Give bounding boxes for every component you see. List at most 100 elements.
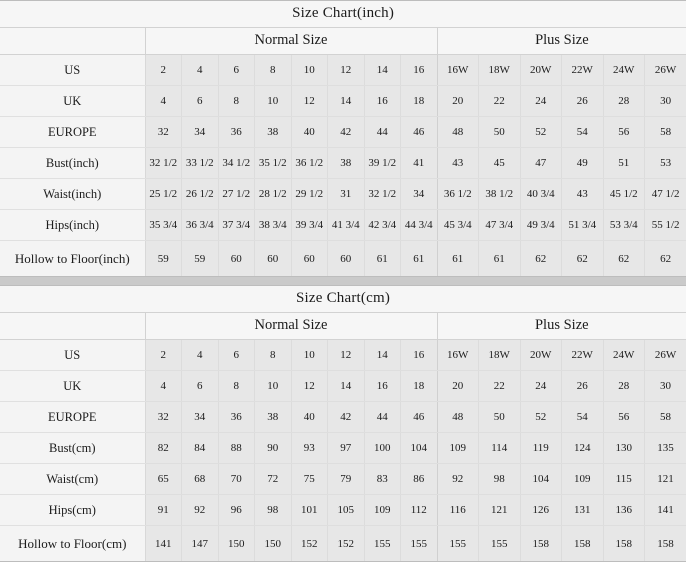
data-cell: 12: [291, 86, 328, 117]
data-cell: 44: [364, 117, 401, 148]
data-cell: 158: [603, 526, 645, 562]
data-cell: 45: [479, 148, 521, 179]
data-cell: 82: [145, 433, 182, 464]
data-cell: 136: [603, 495, 645, 526]
row-label: US: [0, 55, 145, 86]
data-cell: 26W: [645, 340, 686, 371]
data-cell: 20: [437, 371, 479, 402]
data-cell: 72: [255, 464, 292, 495]
data-cell: 58: [645, 117, 686, 148]
data-cell: 4: [182, 55, 219, 86]
data-cell: 61: [437, 241, 479, 277]
data-cell: 50: [479, 117, 521, 148]
data-cell: 36 1/2: [291, 148, 328, 179]
data-cell: 22: [479, 86, 521, 117]
data-cell: 121: [645, 464, 686, 495]
data-cell: 31: [328, 179, 365, 210]
data-cell: 8: [255, 55, 292, 86]
data-cell: 34 1/2: [218, 148, 255, 179]
data-cell: 130: [603, 433, 645, 464]
data-cell: 56: [603, 402, 645, 433]
data-cell: 4: [145, 371, 182, 402]
chart-title-row: Size Chart(inch): [0, 1, 686, 28]
data-cell: 18: [401, 86, 438, 117]
data-cell: 43: [437, 148, 479, 179]
data-cell: 49: [562, 148, 604, 179]
data-cell: 93: [291, 433, 328, 464]
data-cell: 26: [562, 371, 604, 402]
data-cell: 152: [328, 526, 365, 562]
data-cell: 70: [218, 464, 255, 495]
data-cell: 38 1/2: [479, 179, 521, 210]
chart-title-row: Size Chart(cm): [0, 286, 686, 313]
data-cell: 18: [401, 371, 438, 402]
row-label: EUROPE: [0, 117, 145, 148]
data-cell: 150: [255, 526, 292, 562]
row-label: Waist(inch): [0, 179, 145, 210]
data-cell: 141: [645, 495, 686, 526]
data-cell: 18W: [479, 340, 521, 371]
chart-title: Size Chart(inch): [0, 1, 686, 28]
data-cell: 60: [218, 241, 255, 277]
data-cell: 8: [218, 86, 255, 117]
data-cell: 34: [182, 402, 219, 433]
data-cell: 68: [182, 464, 219, 495]
data-cell: 59: [145, 241, 182, 277]
data-cell: 47 3/4: [479, 210, 521, 241]
group-header-plus-size: Plus Size: [437, 28, 686, 55]
data-cell: 60: [291, 241, 328, 277]
data-cell: 40: [291, 402, 328, 433]
data-cell: 53 3/4: [603, 210, 645, 241]
data-cell: 48: [437, 117, 479, 148]
row-label: Hollow to Floor(cm): [0, 526, 145, 562]
data-cell: 62: [603, 241, 645, 277]
data-cell: 100: [364, 433, 401, 464]
data-cell: 14: [328, 86, 365, 117]
data-cell: 16: [401, 340, 438, 371]
data-cell: 34: [182, 117, 219, 148]
data-cell: 14: [364, 55, 401, 86]
data-cell: 35 1/2: [255, 148, 292, 179]
data-cell: 28 1/2: [255, 179, 292, 210]
row-label: Hollow to Floor(inch): [0, 241, 145, 277]
data-cell: 62: [520, 241, 562, 277]
data-cell: 33 1/2: [182, 148, 219, 179]
data-cell: 58: [645, 402, 686, 433]
data-cell: 6: [218, 55, 255, 86]
data-cell: 61: [364, 241, 401, 277]
data-cell: 47 1/2: [645, 179, 686, 210]
data-cell: 4: [145, 86, 182, 117]
data-cell: 8: [255, 340, 292, 371]
data-cell: 141: [145, 526, 182, 562]
data-cell: 109: [364, 495, 401, 526]
row-label: EUROPE: [0, 402, 145, 433]
data-cell: 38: [255, 402, 292, 433]
data-cell: 44: [364, 402, 401, 433]
data-cell: 20W: [520, 340, 562, 371]
data-cell: 26 1/2: [182, 179, 219, 210]
data-cell: 61: [401, 241, 438, 277]
data-cell: 30: [645, 371, 686, 402]
data-cell: 135: [645, 433, 686, 464]
data-cell: 16: [364, 371, 401, 402]
data-cell: 28: [603, 86, 645, 117]
data-cell: 115: [603, 464, 645, 495]
data-cell: 41: [401, 148, 438, 179]
data-cell: 55 1/2: [645, 210, 686, 241]
data-cell: 49 3/4: [520, 210, 562, 241]
data-cell: 88: [218, 433, 255, 464]
data-cell: 40 3/4: [520, 179, 562, 210]
data-cell: 109: [562, 464, 604, 495]
data-cell: 36 3/4: [182, 210, 219, 241]
group-header-plus-size: Plus Size: [437, 313, 686, 340]
data-cell: 54: [562, 402, 604, 433]
